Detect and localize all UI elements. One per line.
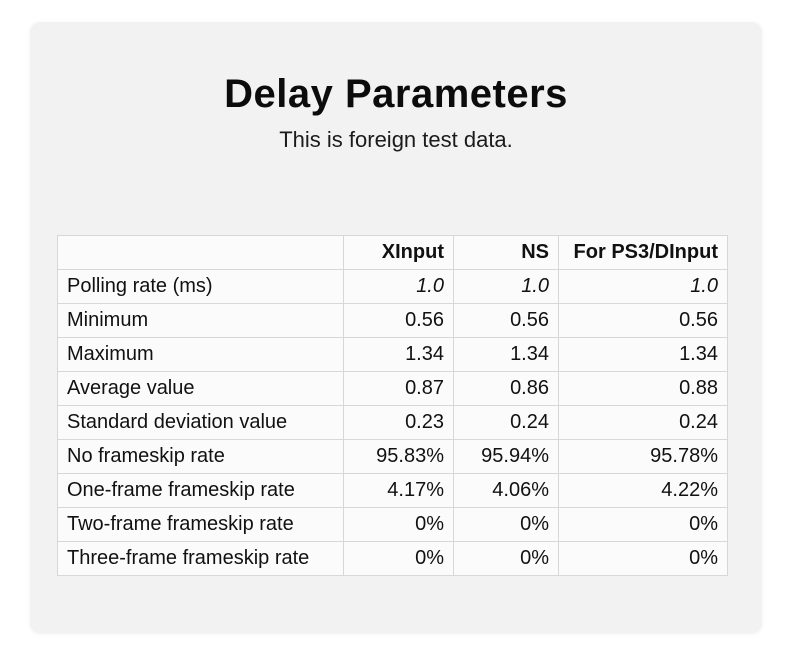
cell-value: 0% <box>343 507 454 542</box>
cell-value: 0.23 <box>343 405 454 440</box>
cell-value: 0.24 <box>558 405 728 440</box>
cell-value: 0% <box>558 507 728 542</box>
cell-value: 0% <box>453 541 559 576</box>
cell-value: 0.24 <box>453 405 559 440</box>
data-table: XInput NS For PS3/DInput Polling rate (m… <box>57 235 728 576</box>
row-label: Maximum <box>57 337 344 372</box>
column-header-blank <box>57 235 344 270</box>
table-row: No frameskip rate 95.83% 95.94% 95.78% <box>57 439 728 474</box>
table-row: Minimum 0.56 0.56 0.56 <box>57 303 728 338</box>
cell-value: 0% <box>343 541 454 576</box>
cell-value: 0.87 <box>343 371 454 406</box>
cell-value: 4.06% <box>453 473 559 508</box>
cell-value: 1.0 <box>343 269 454 304</box>
row-label: No frameskip rate <box>57 439 344 474</box>
cell-value: 0.56 <box>343 303 454 338</box>
cell-value: 0% <box>453 507 559 542</box>
column-header-ns: NS <box>453 235 559 270</box>
row-label: One-frame frameskip rate <box>57 473 344 508</box>
cell-value: 1.34 <box>453 337 559 372</box>
table-row: One-frame frameskip rate 4.17% 4.06% 4.2… <box>57 473 728 508</box>
table-row: Polling rate (ms) 1.0 1.0 1.0 <box>57 269 728 304</box>
table-row: Three-frame frameskip rate 0% 0% 0% <box>57 541 728 576</box>
cell-value: 95.83% <box>343 439 454 474</box>
row-label: Three-frame frameskip rate <box>57 541 344 576</box>
cell-value: 0.88 <box>558 371 728 406</box>
page-title: Delay Parameters <box>224 72 568 116</box>
cell-value: 0.56 <box>558 303 728 338</box>
cell-value: 4.17% <box>343 473 454 508</box>
cell-value: 1.34 <box>558 337 728 372</box>
table-header-row: XInput NS For PS3/DInput <box>57 235 728 270</box>
cell-value: 0.56 <box>453 303 559 338</box>
cell-value: 0.86 <box>453 371 559 406</box>
table-row: Standard deviation value 0.23 0.24 0.24 <box>57 405 728 440</box>
row-label: Average value <box>57 371 344 406</box>
column-header-xinput: XInput <box>343 235 454 270</box>
content-panel: Delay Parameters This is foreign test da… <box>30 22 762 633</box>
cell-value: 1.0 <box>453 269 559 304</box>
cell-value: 95.78% <box>558 439 728 474</box>
cell-value: 1.0 <box>558 269 728 304</box>
row-label: Minimum <box>57 303 344 338</box>
table-row: Two-frame frameskip rate 0% 0% 0% <box>57 507 728 542</box>
table-row: Average value 0.87 0.86 0.88 <box>57 371 728 406</box>
cell-value: 1.34 <box>343 337 454 372</box>
cell-value: 0% <box>558 541 728 576</box>
page-subtitle: This is foreign test data. <box>279 127 513 152</box>
row-label: Two-frame frameskip rate <box>57 507 344 542</box>
cell-value: 95.94% <box>453 439 559 474</box>
column-header-ps3-dinput: For PS3/DInput <box>558 235 728 270</box>
row-label: Standard deviation value <box>57 405 344 440</box>
row-label: Polling rate (ms) <box>57 269 344 304</box>
cell-value: 4.22% <box>558 473 728 508</box>
table-row: Maximum 1.34 1.34 1.34 <box>57 337 728 372</box>
